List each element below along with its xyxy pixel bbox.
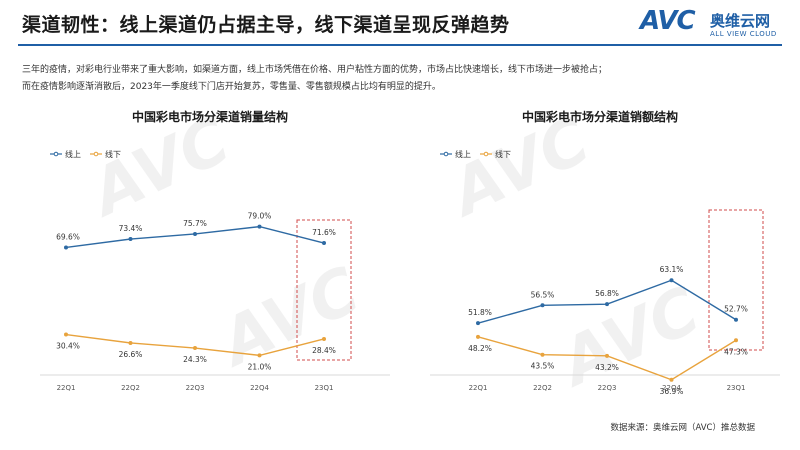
legend-marker-1 bbox=[483, 151, 489, 157]
intro-line-1: 三年的疫情，对彩电行业带来了重大影响，如渠道方面，线上市场凭借在价格、用户粘性方… bbox=[22, 65, 608, 75]
x-tick-label-2: 22Q3 bbox=[598, 384, 617, 392]
legend-marker-0 bbox=[53, 151, 59, 157]
point-0-0 bbox=[64, 245, 68, 250]
series-line-0 bbox=[65, 225, 325, 249]
chart-value: 线上 线下 51.8% 56.5% 56.8% 63.1% 52.7% 48.2% 43.5% 4… bbox=[430, 149, 780, 396]
legend-label-0: 线上 bbox=[65, 149, 81, 159]
point-0-1 bbox=[540, 303, 545, 308]
value-label-0-1: 73.4% bbox=[119, 224, 143, 233]
value-label-0-0: 51.8% bbox=[468, 308, 492, 317]
point-1-1 bbox=[540, 352, 545, 357]
point-0-3 bbox=[669, 278, 674, 283]
chart-title-volume: 中国彩电市场分渠道销量结构 bbox=[131, 110, 288, 124]
series-line-1 bbox=[65, 333, 325, 357]
highlight-box bbox=[296, 219, 352, 361]
x-tick-label-3: 22Q4 bbox=[250, 384, 269, 392]
page-title: 渠道韧性：线上渠道仍占据主导，线下渠道呈现反弹趋势 bbox=[22, 14, 510, 36]
legend-marker-0 bbox=[443, 151, 449, 157]
point-0-4 bbox=[734, 317, 738, 322]
value-label-0-2: 56.8% bbox=[595, 289, 619, 298]
point-1-3 bbox=[669, 377, 674, 382]
point-1-0 bbox=[476, 334, 480, 339]
point-1-1 bbox=[128, 340, 133, 345]
point-0-0 bbox=[476, 321, 480, 326]
value-label-0-4: 52.7% bbox=[724, 305, 748, 314]
value-label-1-1: 43.5% bbox=[531, 362, 555, 371]
x-tick-label-2: 22Q3 bbox=[186, 384, 205, 392]
value-label-0-3: 63.1% bbox=[660, 265, 684, 274]
value-label-1-4: 47.3% bbox=[724, 347, 748, 356]
logo-name-cn: 奥维云网 bbox=[710, 12, 771, 30]
series-line-0 bbox=[477, 279, 737, 324]
value-label-1-1: 26.6% bbox=[119, 350, 143, 359]
point-0-4 bbox=[322, 241, 326, 246]
value-label-0-1: 56.5% bbox=[531, 290, 555, 299]
x-tick-label-1: 22Q2 bbox=[121, 384, 140, 392]
series-line-1 bbox=[477, 336, 737, 381]
logo-name-en: ALL VIEW CLOUD bbox=[710, 30, 777, 38]
highlight-box bbox=[708, 209, 764, 351]
value-label-0-4: 71.6% bbox=[312, 228, 336, 237]
x-tick-label-0: 22Q1 bbox=[469, 384, 488, 392]
value-label-1-2: 43.2% bbox=[595, 363, 619, 372]
value-label-0-3: 79.0% bbox=[248, 212, 272, 221]
point-0-3 bbox=[257, 224, 262, 229]
x-tick-label-4: 23Q1 bbox=[727, 384, 746, 392]
title-divider bbox=[18, 44, 782, 46]
x-tick-label-4: 23Q1 bbox=[315, 384, 334, 392]
intro-line-2: 而在疫情影响逐渐消散后，2023年一季度线下门店开始复苏，零售量、零售额规模占比… bbox=[22, 82, 441, 92]
x-tick-label-3: 22Q4 bbox=[662, 384, 681, 392]
legend-marker-1 bbox=[93, 151, 99, 157]
value-label-1-4: 28.4% bbox=[312, 346, 336, 355]
point-1-4 bbox=[734, 338, 738, 343]
value-label-1-0: 30.4% bbox=[56, 342, 80, 351]
chart-volume: 线上 线下 69.6% 73.4% 75.7% 79.0% 71.6% 30.4% 26.6% 2… bbox=[40, 149, 390, 392]
avc-logo: AVC 奥维云网 ALL VIEW CLOUD bbox=[640, 6, 790, 44]
data-source: 数据来源：奥维云网（AVC）推总数据 bbox=[610, 423, 755, 433]
value-label-0-2: 75.7% bbox=[183, 219, 207, 228]
point-1-4 bbox=[322, 336, 326, 341]
point-1-3 bbox=[257, 353, 262, 358]
value-label-1-2: 24.3% bbox=[183, 355, 207, 364]
point-1-2 bbox=[193, 346, 197, 351]
point-0-2 bbox=[605, 302, 609, 307]
chart-title-value: 中国彩电市场分渠道销额结构 bbox=[521, 110, 678, 124]
x-tick-label-0: 22Q1 bbox=[57, 384, 76, 392]
value-label-1-3: 36.9% bbox=[660, 387, 684, 396]
legend-label-1: 线下 bbox=[495, 149, 511, 159]
value-label-0-0: 69.6% bbox=[56, 232, 80, 241]
x-tick-label-1: 22Q2 bbox=[533, 384, 552, 392]
header: 渠道韧性：线上渠道仍占据主导，线下渠道呈现反弹趋势 AVC 奥维云网 ALL V… bbox=[0, 0, 800, 56]
intro-text: 三年的疫情，对彩电行业带来了重大影响，如渠道方面，线上市场凭借在价格、用户粘性方… bbox=[22, 62, 782, 96]
legend-label-1: 线下 bbox=[105, 149, 121, 159]
point-1-0 bbox=[64, 332, 68, 337]
point-1-2 bbox=[605, 353, 609, 358]
point-0-1 bbox=[128, 237, 133, 242]
legend-label-0: 线上 bbox=[455, 149, 471, 159]
logo-mark: AVC bbox=[640, 6, 696, 36]
value-label-1-0: 48.2% bbox=[468, 344, 492, 353]
point-0-2 bbox=[193, 231, 197, 236]
value-label-1-3: 21.0% bbox=[248, 362, 272, 371]
